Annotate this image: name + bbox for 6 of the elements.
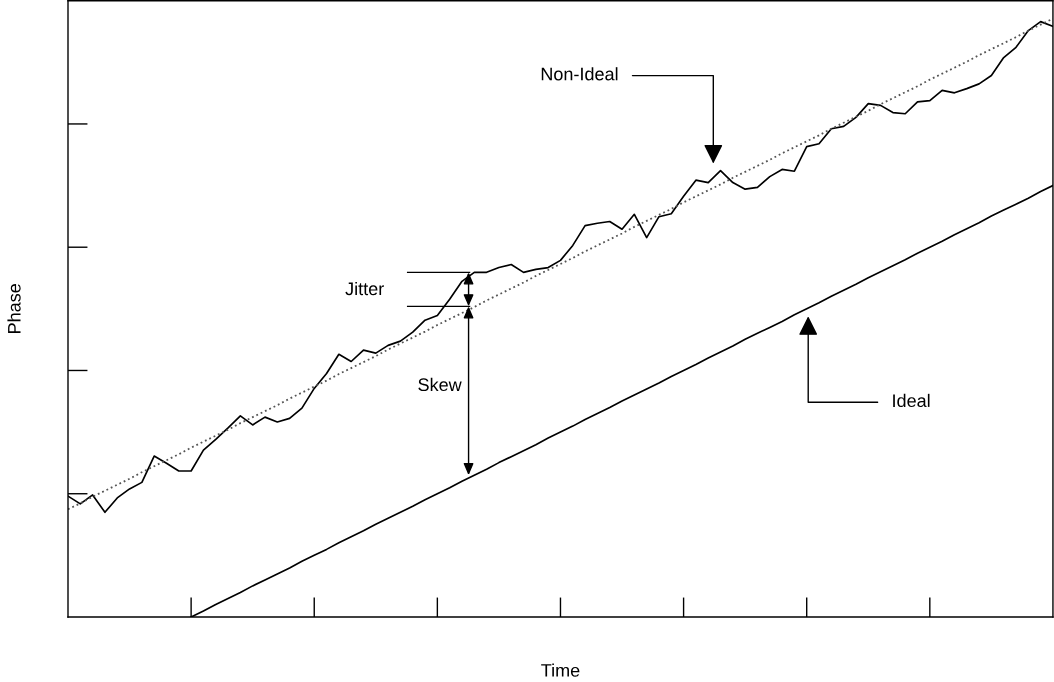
annotation: Non-Ideal <box>541 67 618 81</box>
annotation: Skew <box>418 377 462 392</box>
annotation: Jitter <box>345 281 384 296</box>
y-axis-title: Phase <box>7 284 21 333</box>
x-axis-title: Time <box>541 663 580 677</box>
annotation: Ideal <box>893 393 930 408</box>
